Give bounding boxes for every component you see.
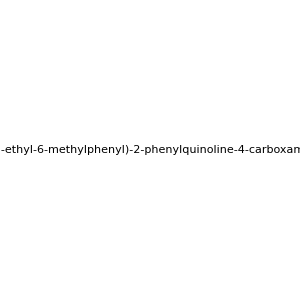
Text: N-(2-ethyl-6-methylphenyl)-2-phenylquinoline-4-carboxamide: N-(2-ethyl-6-methylphenyl)-2-phenylquino… (0, 145, 300, 155)
